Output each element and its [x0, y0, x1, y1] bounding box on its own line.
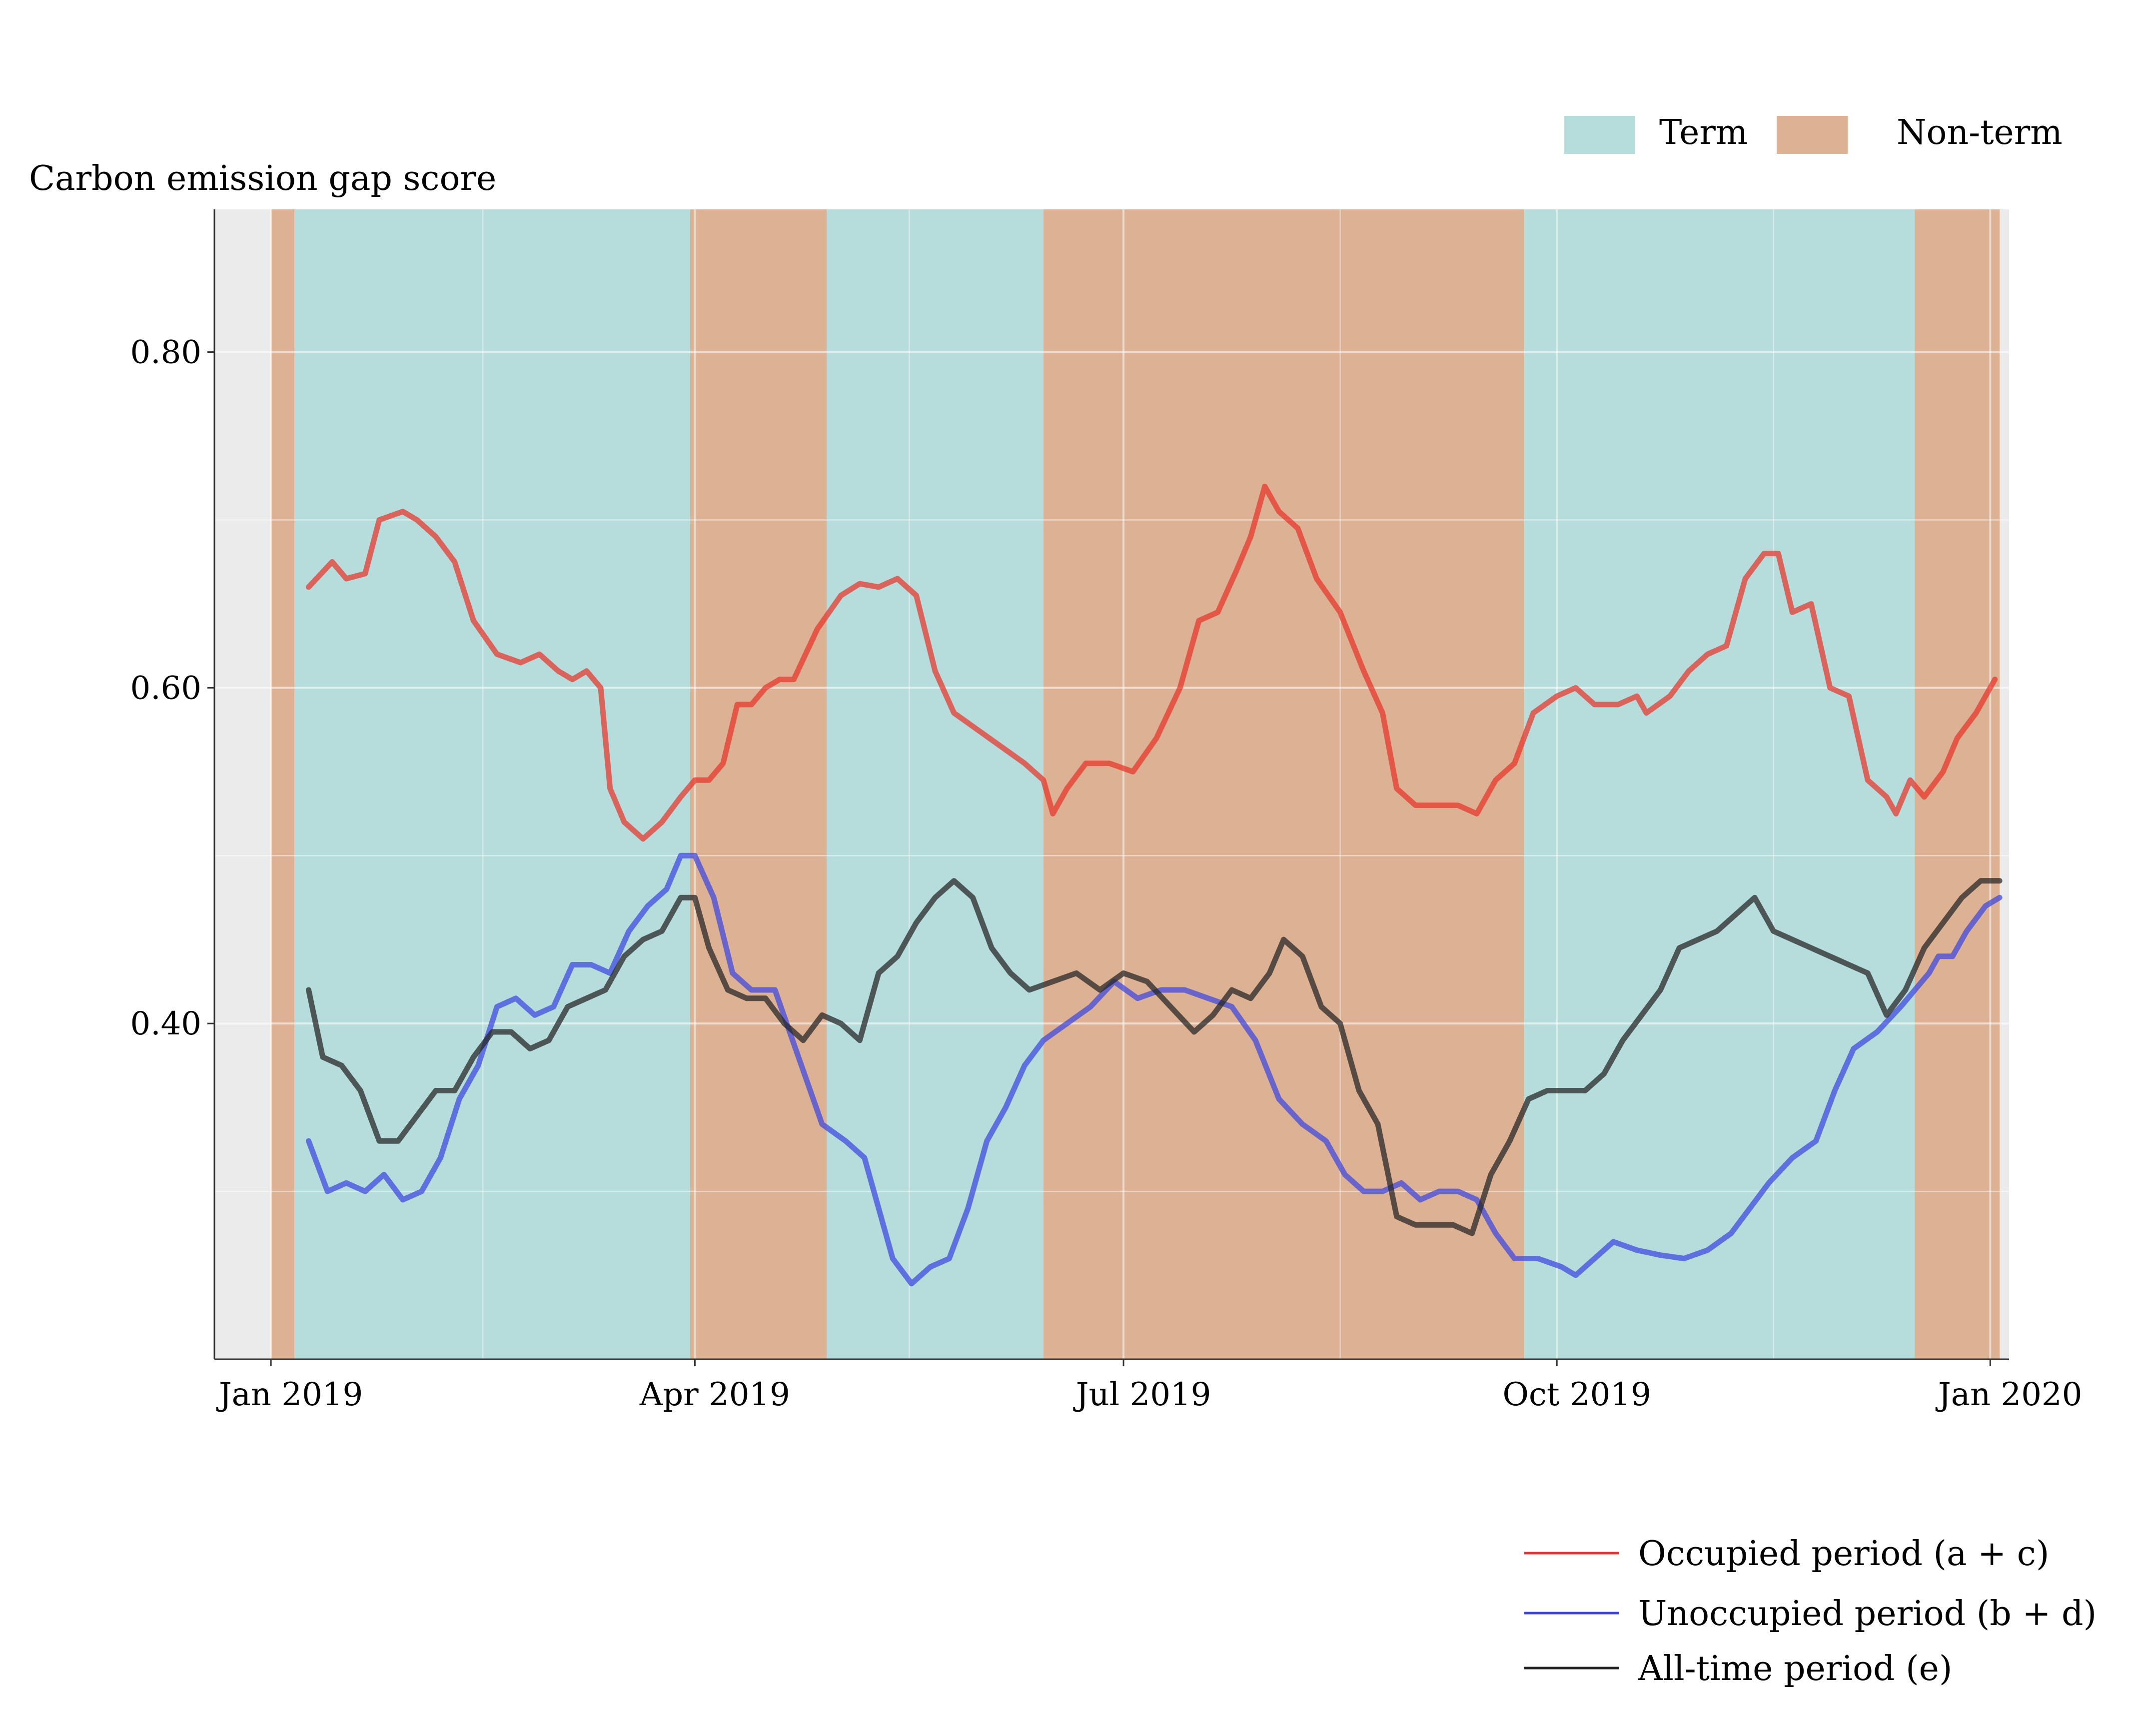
axes: 0.40 0.60 0.80 Jan 2019 Apr 2019 Jul 2019 Oct … — [130, 209, 2082, 1413]
period-band-term-5 — [1524, 209, 1915, 1359]
series-line-2 — [306, 878, 2003, 1236]
series-legend-label-0: Occupied period (a + c) — [1638, 1534, 2049, 1574]
series-line-1 — [306, 853, 2003, 1287]
period-band-term-3 — [827, 209, 1044, 1359]
grid-lines — [214, 209, 2009, 1359]
x-tick-label-1: Apr 2019 — [639, 1376, 790, 1413]
period-legend-key-non-term — [1777, 116, 1848, 154]
series-lines — [306, 483, 2003, 1287]
series-legend: Occupied period (a + c) Unoccupied period… — [1524, 1534, 2097, 1689]
y-axis-title: Carbon emission gap score — [29, 159, 496, 198]
period-band-non-term-4 — [1043, 209, 1524, 1359]
period-legend: Term Non-term — [1564, 113, 2063, 154]
y-tick-label-1: 0.60 — [130, 670, 202, 707]
y-tick-label-0: 0.40 — [130, 1005, 202, 1042]
period-band-non-term-6 — [1915, 209, 2000, 1359]
x-tick-label-0: Jan 2019 — [216, 1376, 363, 1413]
x-tick-label-4: Jan 2020 — [1935, 1376, 2082, 1413]
period-bands — [271, 209, 2000, 1359]
y-tick-label-2: 0.80 — [130, 334, 202, 371]
period-band-non-term-0 — [271, 209, 295, 1359]
series-legend-label-1: Unoccupied period (b + d) — [1638, 1594, 2097, 1634]
series-line-0 — [306, 483, 1998, 842]
period-band-term-1 — [294, 209, 690, 1359]
x-tick-label-3: Oct 2019 — [1503, 1376, 1651, 1413]
x-tick-label-2: Jul 2019 — [1073, 1376, 1211, 1413]
series-legend-label-2: All-time period (e) — [1638, 1649, 1952, 1689]
period-legend-key-term — [1564, 116, 1635, 154]
period-band-non-term-2 — [690, 209, 827, 1359]
period-legend-label-non-term: Non-term — [1897, 113, 2063, 152]
period-legend-label-term: Term — [1659, 113, 1748, 152]
